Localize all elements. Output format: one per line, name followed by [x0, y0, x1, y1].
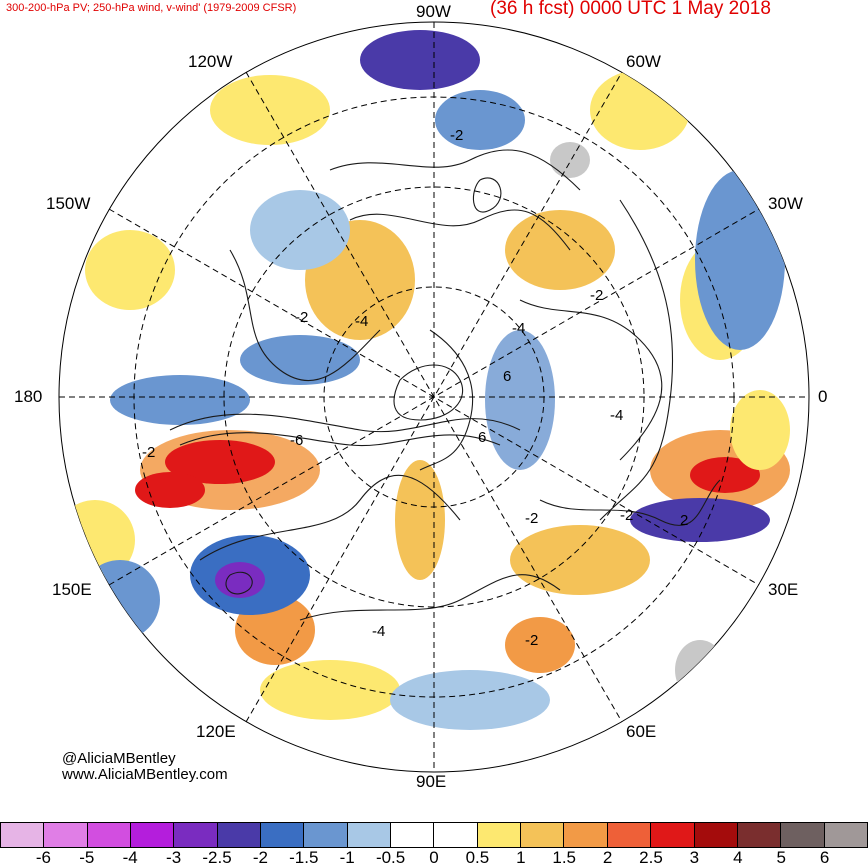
colorbar-swatch	[823, 822, 868, 848]
colorbar-tick-label: -4	[122, 848, 138, 867]
colorbar-swatch	[693, 822, 738, 848]
colorbar	[0, 822, 868, 848]
lon-label-30e: 30E	[768, 580, 799, 599]
colorbar-tick-labels: -6 -5 -4 -3 -2.5 -2 -1.5 -1 -0.5 0 0.5 1 1.5 2 2.5 3 4 5 6	[0, 848, 868, 867]
colorbar-swatch	[0, 822, 45, 848]
colorbar-tick-label: 0	[429, 848, 439, 867]
colorbar-swatch	[86, 822, 132, 848]
colorbar-swatch	[606, 822, 652, 848]
contour-label: -4	[610, 407, 623, 424]
colorbar-tick-label: -6	[35, 848, 51, 867]
colorbar-tick-label: -3	[166, 848, 182, 867]
contour-label: -2	[295, 309, 308, 326]
colorbar-swatch	[216, 822, 262, 848]
pv-contours	[169, 149, 721, 621]
colorbar-swatch	[563, 822, 608, 848]
colorbar-swatch	[43, 822, 88, 848]
colorbar-tick-label: 3	[689, 848, 700, 867]
contour-label: 2	[680, 512, 688, 529]
lon-label-120e: 120E	[196, 722, 236, 741]
contour-label: -2	[525, 632, 538, 649]
contour-label: -6	[290, 432, 303, 449]
contour-label: -4	[372, 623, 385, 640]
colorbar-swatch	[173, 822, 218, 848]
contour-label: -2	[590, 287, 603, 304]
lon-label-180: 180	[14, 387, 43, 406]
contour-label: -4	[355, 313, 368, 330]
contour-label: -2	[142, 444, 155, 461]
colorbar-tick-label: 5	[776, 848, 786, 867]
colorbar-tick-label: 1	[516, 848, 526, 867]
colorbar-tick-label: -5	[79, 848, 95, 867]
colorbar-swatch	[520, 822, 565, 848]
colorbar-tick-label: -2	[252, 848, 268, 867]
contour-label: -2	[450, 127, 463, 144]
colorbar-tick-label: -1.5	[289, 848, 319, 867]
colorbar-tick-label: -1	[339, 848, 355, 867]
colorbar-swatch	[476, 822, 522, 848]
colorbar-tick-label: 4	[733, 848, 743, 867]
colorbar-tick-label: 1.5	[552, 848, 577, 867]
colorbar-tick-label: 0.5	[465, 848, 490, 867]
colorbar-tick-label: 2	[602, 848, 613, 867]
credit-website[interactable]: www.AliciaMBentley.com	[62, 766, 228, 783]
polar-map: -2 -2 -4 -6 6 6 -4 -2 -2 -2 -4 -2 -2 2 -…	[58, 21, 810, 773]
lon-label-90e: 90E	[416, 772, 447, 791]
lon-label-150w: 150W	[46, 194, 91, 213]
lon-label-120w: 120W	[188, 52, 233, 71]
contour-label: -4	[512, 320, 525, 337]
graticule	[59, 22, 809, 772]
colorbar-swatch	[130, 822, 175, 848]
colorbar-swatch	[650, 822, 695, 848]
colorbar-tick-label: 6	[819, 848, 830, 867]
product-title: 300-200-hPa PV; 250-hPa wind, v-wind' (1…	[6, 2, 297, 14]
contour-label: -2	[620, 507, 633, 524]
contour-label: -2	[525, 510, 538, 527]
colorbar-tick-label: -2.5	[202, 848, 232, 867]
contour-labels: -2 -2 -4 -6 6 6 -4 -2 -2 -2 -4 -2 -2 2 -…	[142, 127, 688, 649]
colorbar-swatch	[780, 822, 825, 848]
colorbar-swatch	[433, 822, 478, 848]
forecast-time-label: (36 h fcst) 0000 UTC 1 May 2018	[490, 0, 771, 19]
colorbar-swatch	[736, 822, 782, 848]
lon-label-0: 0	[818, 387, 828, 406]
colorbar-tick-label: -0.5	[375, 848, 406, 867]
lon-label-60e: 60E	[626, 722, 657, 741]
colorbar-swatch	[390, 822, 435, 848]
colorbar-swatch	[346, 822, 392, 848]
lon-label-150e: 150E	[52, 580, 92, 599]
credit-handle: @AliciaMBentley	[62, 750, 176, 767]
lon-label-30w: 30W	[768, 194, 803, 213]
colorbar-tick-label: 2.5	[639, 848, 663, 867]
contour-label: 6	[503, 368, 511, 385]
lon-label-60w: 60W	[626, 52, 661, 71]
contour-label: 6	[478, 429, 486, 446]
colorbar-swatch	[303, 822, 348, 848]
colorbar-swatch	[260, 822, 305, 848]
lon-label-90w: 90W	[416, 2, 451, 21]
